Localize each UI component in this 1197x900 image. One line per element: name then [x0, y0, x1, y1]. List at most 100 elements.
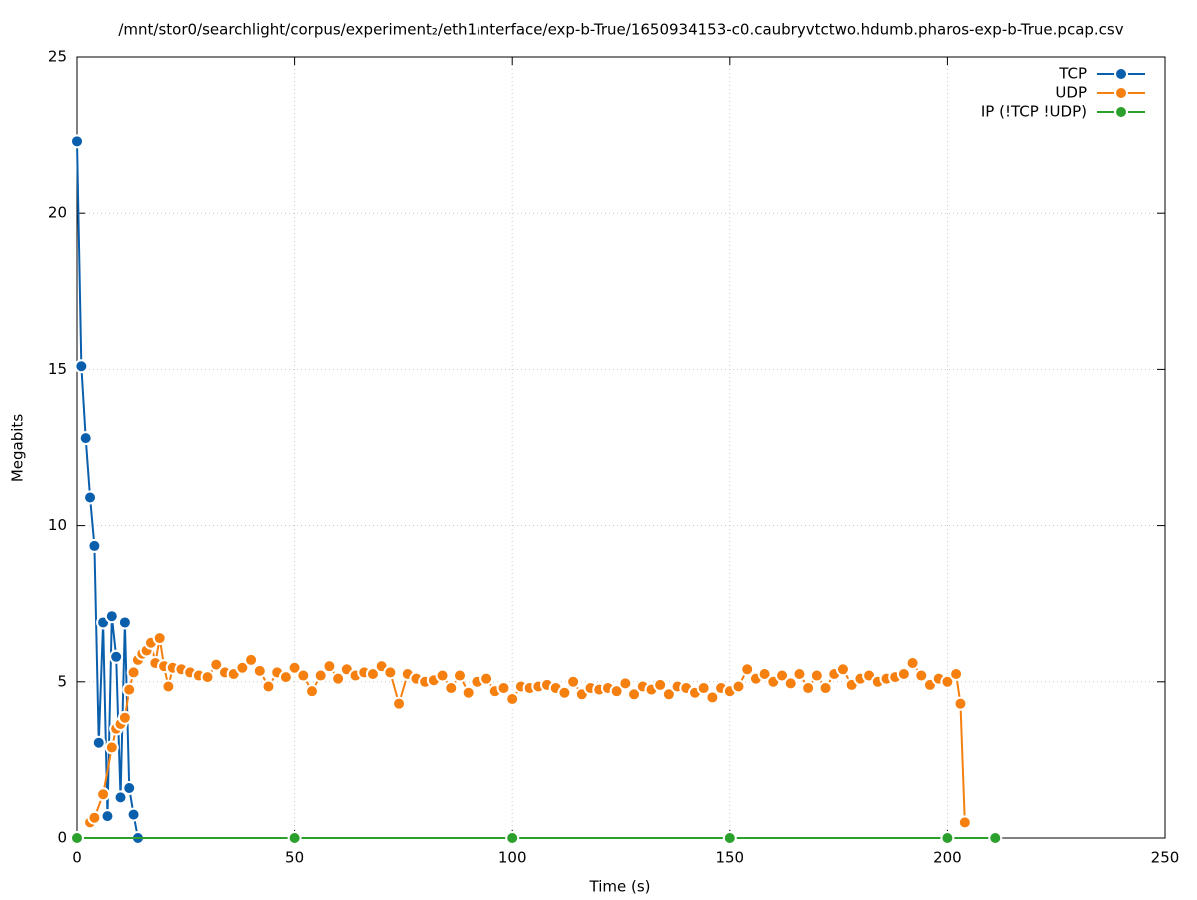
- data-point: [305, 684, 320, 699]
- plot-frame: [76, 56, 1166, 839]
- data-point: [113, 790, 128, 805]
- data-point: [244, 652, 259, 667]
- data-point: [104, 740, 119, 755]
- data-point: [557, 685, 572, 700]
- data-point: [74, 359, 89, 374]
- data-point: [313, 668, 328, 683]
- data-point: [627, 687, 642, 702]
- data-point: [505, 831, 520, 845]
- data-point: [126, 665, 141, 680]
- data-point: [452, 668, 467, 683]
- data-point: [988, 831, 1003, 845]
- data-point: [117, 615, 132, 630]
- data-point: [461, 685, 476, 700]
- x-tick-label: 50: [285, 849, 304, 867]
- data-point: [235, 660, 250, 675]
- data-point: [801, 681, 816, 696]
- data-point: [757, 666, 772, 681]
- data-point: [331, 671, 346, 686]
- data-point: [940, 674, 955, 689]
- legend-label: IP (!TCP !UDP): [981, 103, 1087, 121]
- data-point: [87, 810, 102, 825]
- data-point: [78, 431, 93, 446]
- data-point: [953, 696, 968, 711]
- y-axis-label: Megabits: [9, 414, 27, 482]
- data-point: [566, 674, 581, 689]
- chart-title: /mnt/stor0/searchlight/corpus/experiment…: [118, 21, 1123, 39]
- data-point: [905, 656, 920, 671]
- data-point: [252, 663, 267, 678]
- legend-marker: [1114, 67, 1128, 81]
- data-point: [809, 668, 824, 683]
- data-point: [722, 831, 737, 845]
- y-tick-label: 5: [57, 672, 67, 690]
- x-tick-label: 100: [498, 849, 527, 867]
- legend-marker: [1114, 105, 1128, 119]
- data-point: [835, 662, 850, 677]
- data-point: [392, 696, 407, 711]
- y-tick-label: 25: [48, 48, 67, 66]
- data-point: [505, 691, 520, 706]
- x-tick-label: 200: [933, 849, 962, 867]
- data-point: [661, 687, 676, 702]
- data-point: [940, 831, 955, 845]
- data-point: [70, 134, 84, 149]
- data-point: [161, 679, 176, 694]
- x-tick-label: 0: [72, 849, 82, 867]
- data-point: [287, 831, 302, 845]
- y-tick-label: 15: [48, 360, 67, 378]
- x-tick-label: 250: [1151, 849, 1180, 867]
- data-point: [435, 668, 450, 683]
- data-point: [296, 668, 311, 683]
- data-point: [287, 660, 302, 675]
- data-point: [896, 666, 911, 681]
- data-point: [91, 735, 106, 750]
- data-point: [731, 679, 746, 694]
- data-point: [126, 807, 141, 822]
- y-tick-label: 0: [57, 829, 67, 847]
- data-point: [792, 666, 807, 681]
- y-tick-label: 10: [48, 516, 67, 534]
- data-point: [122, 781, 137, 796]
- legend-label: UDP: [1055, 84, 1087, 102]
- data-point: [200, 670, 215, 685]
- data-point: [496, 681, 511, 696]
- data-point: [322, 659, 337, 674]
- data-point: [949, 666, 964, 681]
- data-point: [261, 679, 276, 694]
- data-point: [479, 671, 494, 686]
- data-point: [957, 815, 972, 830]
- legend-marker: [1114, 86, 1128, 100]
- data-point: [152, 631, 167, 646]
- data-point: [96, 787, 111, 802]
- data-point: [740, 662, 755, 677]
- data-point: [383, 665, 398, 680]
- series-line: [76, 141, 139, 839]
- data-point: [696, 681, 711, 696]
- data-point: [783, 676, 798, 691]
- data-point: [209, 657, 224, 672]
- data-point: [104, 609, 119, 624]
- data-point: [100, 809, 115, 824]
- x-tick-label: 150: [715, 849, 744, 867]
- data-point: [117, 710, 132, 725]
- x-axis-label: Time (s): [589, 878, 651, 896]
- data-point: [609, 684, 624, 699]
- data-point: [83, 490, 98, 505]
- data-point: [109, 649, 124, 664]
- legend-label: TCP: [1058, 65, 1087, 83]
- y-tick-label: 20: [48, 204, 67, 222]
- data-point: [705, 690, 720, 705]
- data-point: [70, 831, 84, 845]
- data-point: [122, 682, 137, 697]
- data-point: [914, 668, 929, 683]
- data-point: [444, 681, 459, 696]
- data-point: [278, 670, 293, 685]
- data-point: [653, 677, 668, 692]
- data-point: [618, 676, 633, 691]
- data-point: [87, 538, 102, 553]
- data-point: [818, 681, 833, 696]
- data-point: [365, 666, 380, 681]
